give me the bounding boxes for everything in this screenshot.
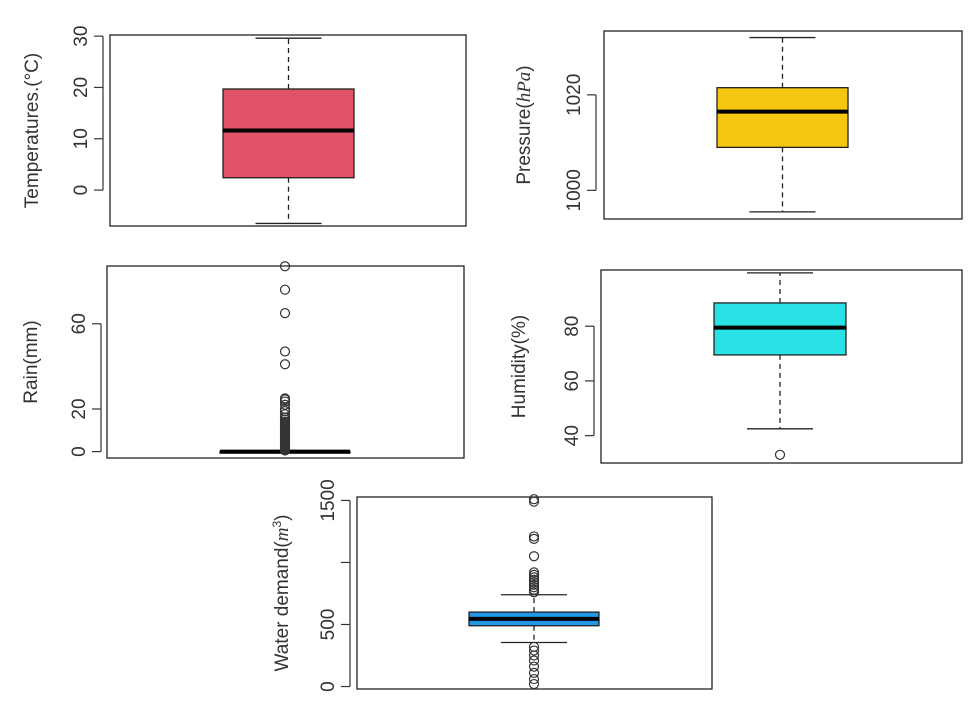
panel-5-outlier-point (528, 579, 540, 590)
panel-3-outlier-point (279, 399, 291, 410)
panel-3-outlier-point (279, 308, 291, 319)
panel-5-outlier-point (528, 569, 540, 580)
panel-2-frame (603, 30, 963, 220)
panel-3-outlier-point (279, 346, 291, 357)
panel-2-box (716, 87, 849, 149)
panel-1-tick-label: 20 (71, 77, 92, 98)
panel-5-axis-label: Water demand(m3) (270, 515, 293, 672)
panel-5-outlier-point (528, 494, 540, 505)
panel-4-outlier-point (774, 449, 786, 460)
panel-4-tick-label: 60 (562, 370, 583, 391)
panel-5-tick-label: 500 (318, 609, 339, 641)
panel-3: 0 20 60 Rain(mm) (21, 261, 465, 459)
panel-5-outlier-point (528, 567, 540, 578)
panel-5-outlier-point (528, 577, 540, 588)
panel-3-outlier-point (279, 284, 291, 295)
panel-2-tick-label: 1020 (564, 74, 585, 116)
panel-5-outlier-point (528, 641, 540, 652)
panel-5-outlier-point (528, 667, 540, 678)
panel-5-outlier-point (528, 661, 540, 672)
panel-5-outlier-point (528, 587, 540, 598)
panel-3-tick-label: 60 (69, 313, 90, 334)
panel-2-tick-label: 1000 (564, 169, 585, 211)
panel-5-outlier-point (528, 582, 540, 593)
panel-5-outlier-point (528, 574, 540, 585)
panel-4-frame (600, 269, 963, 464)
panel-3-tick-label: 20 (69, 398, 90, 419)
panel-5-outlier-point (528, 645, 540, 656)
panel-4-tick-label: 40 (562, 425, 583, 446)
panel-5-outlier-point (528, 496, 540, 507)
panel-1-frame (109, 34, 467, 227)
panel-1-box (222, 88, 355, 179)
panel-5-outlier-point (528, 655, 540, 666)
panel-5-outlier-point (528, 572, 540, 583)
panel-5-outlier-point (528, 551, 540, 562)
panel-4-axis-label: Humidity(%) (509, 315, 530, 418)
panel-5-tick-label: 0 (318, 681, 339, 692)
panel-5-outlier-point (528, 531, 540, 542)
panel-4: 40 60 80 Humidity(%) (509, 269, 963, 464)
panel-4-tick-label: 80 (562, 316, 583, 337)
panel-3-frame (106, 265, 465, 459)
panel-1: 0 10 20 30 Temperatures.(°C) (22, 26, 467, 227)
panel-1-tick-label: 0 (71, 185, 92, 196)
panel-5-outlier-point (528, 678, 540, 690)
panel-5-outlier-point (528, 673, 540, 685)
panel-1-axis-label: Temperatures.(°C) (22, 53, 43, 208)
panel-2-axis-label: Pressure(hPa) (514, 65, 535, 184)
panel-2: 1000 1020 Pressure(hPa) (514, 30, 963, 220)
panel-5-tick-label: 1500 (318, 479, 339, 521)
panel-3-outlier-point (279, 261, 291, 272)
panel-5: 0 500 1500 Water demand(m3) (270, 479, 713, 692)
panel-5-outlier-point (528, 533, 540, 544)
panel-3-outlier-point (279, 393, 291, 404)
panel-5-outlier-point (528, 584, 540, 595)
panel-1-tick-label: 30 (71, 26, 92, 47)
panel-3-outlier-point (279, 359, 291, 370)
panel-3-axis-label: Rain(mm) (21, 320, 42, 403)
panel-1-tick-label: 10 (71, 128, 92, 149)
panel-3-tick-label: 0 (69, 446, 90, 457)
